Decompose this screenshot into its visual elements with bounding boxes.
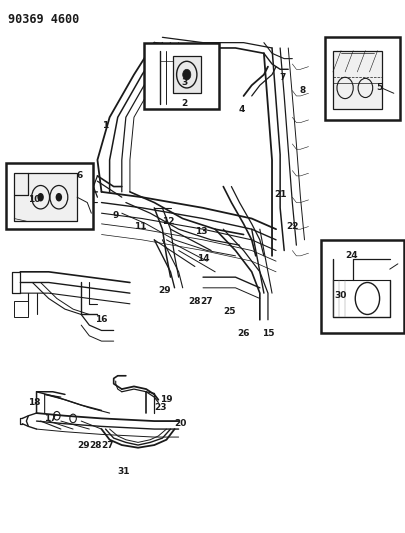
Circle shape [55,193,62,201]
Text: 17: 17 [44,414,57,423]
Text: 20: 20 [174,419,186,428]
Text: 27: 27 [101,441,114,449]
Text: 28: 28 [188,297,200,305]
Text: 10: 10 [28,196,40,204]
Text: 23: 23 [154,403,166,412]
Bar [14,301,28,317]
Bar [144,43,219,109]
Text: 31: 31 [117,467,130,476]
Text: 6: 6 [76,172,82,180]
Text: 8: 8 [298,86,305,95]
Text: 30: 30 [334,292,346,300]
Text: 29: 29 [77,441,90,449]
Text: 25: 25 [223,308,235,316]
Circle shape [182,69,190,80]
Text: 3: 3 [181,78,188,87]
Text: 5: 5 [375,84,382,92]
Text: 90369 4600: 90369 4600 [8,13,79,26]
Bar [172,56,200,93]
Bar [320,240,403,333]
Text: 21: 21 [273,190,286,199]
Text: 7: 7 [278,73,285,82]
Text: 12: 12 [162,217,174,225]
Text: 1: 1 [102,121,109,130]
Text: 16: 16 [95,316,107,324]
Text: 9: 9 [112,212,119,220]
Bar [6,163,93,229]
Text: 19: 19 [160,395,173,404]
Circle shape [37,193,44,201]
Text: 14: 14 [196,254,209,263]
Text: 15: 15 [261,329,273,337]
Text: 4: 4 [238,105,244,114]
Text: 22: 22 [286,222,298,231]
Text: 29: 29 [158,286,171,295]
Text: 28: 28 [89,441,101,449]
Text: 27: 27 [200,297,213,305]
Text: 13: 13 [194,228,207,236]
Text: 26: 26 [237,329,249,337]
Bar [324,37,399,120]
Text: 2: 2 [181,100,188,108]
Text: 24: 24 [344,252,357,260]
Text: 18: 18 [28,398,40,407]
Text: 11: 11 [134,222,146,231]
Bar [14,173,77,221]
Bar [332,51,381,109]
